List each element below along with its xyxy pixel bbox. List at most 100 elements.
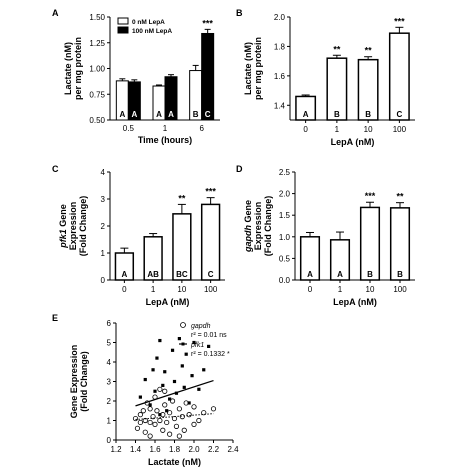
legend-marker-pfk1 <box>181 342 185 346</box>
y-axis-label-a: Lactate (nM) <box>63 42 73 95</box>
data-point-pfk1 <box>163 370 167 374</box>
y-tick-label: 1.4 <box>274 101 286 110</box>
legend-entry: 100 nM LepA <box>132 28 172 35</box>
significance-stars: *** <box>202 18 213 28</box>
x-axis-label: LepA (nM) <box>333 297 377 307</box>
x-tick-label: 0 <box>122 285 127 294</box>
legend-stat: r² = 0.1332 * <box>191 351 230 358</box>
data-point-pfk1 <box>161 383 165 387</box>
x-tick-label: 1 <box>151 285 156 294</box>
data-point-pfk1 <box>187 401 191 405</box>
y-tick-label: 0.50 <box>89 116 105 125</box>
data-point-gapdh <box>191 421 197 427</box>
y-axis-label-c: Expression <box>68 202 78 251</box>
data-point-gapdh <box>167 431 173 437</box>
bar <box>388 32 410 121</box>
y-tick-label: 0.0 <box>279 276 291 285</box>
x-tick-label: 2.4 <box>227 445 239 454</box>
data-point-gapdh <box>132 415 139 422</box>
x-tick-label: 1.8 <box>169 445 181 454</box>
bar-letter: AB <box>147 270 159 279</box>
bar-letter: A <box>121 270 127 279</box>
data-point-gapdh <box>164 419 170 426</box>
y-tick-label: 2.5 <box>279 168 291 177</box>
data-point-pfk1 <box>180 364 184 368</box>
y-tick-label: 2 <box>101 222 106 231</box>
data-point-gapdh <box>147 433 153 439</box>
data-point-gapdh <box>186 412 192 418</box>
data-point-gapdh <box>154 408 160 414</box>
data-point-pfk1 <box>207 344 211 348</box>
data-point-gapdh <box>160 427 166 433</box>
y-tick-label: 1.00 <box>89 65 105 74</box>
y-tick-label: 1 <box>107 417 112 426</box>
bar-letter: A <box>337 270 343 279</box>
bar-letter: A <box>119 110 125 119</box>
x-tick-label: 10 <box>364 125 373 134</box>
x-tick-label: 100 <box>204 285 218 294</box>
y-tick-label: 1.25 <box>89 39 105 48</box>
y-tick-label: 1.6 <box>274 72 286 81</box>
y-tick-label: 4 <box>107 358 112 367</box>
data-point-pfk1 <box>165 409 169 413</box>
data-point-pfk1 <box>158 338 162 343</box>
data-point-gapdh <box>147 419 153 426</box>
x-tick-label: 2.2 <box>208 445 220 454</box>
y-axis-label-a: per mg protein <box>73 37 83 100</box>
y-tick-label: 2.0 <box>279 190 291 199</box>
data-point-gapdh <box>137 419 143 426</box>
x-tick-label: 10 <box>366 285 375 294</box>
y-tick-label: 2 <box>107 397 112 406</box>
panel-label: E <box>52 313 58 323</box>
data-point-pfk1 <box>184 352 188 356</box>
x-tick-label: 10 <box>177 285 186 294</box>
panel-label: D <box>236 164 243 174</box>
data-point-gapdh <box>169 398 176 404</box>
y-tick-label: 1 <box>101 249 106 258</box>
data-point-pfk1 <box>192 340 196 345</box>
bar <box>201 32 215 121</box>
data-point-pfk1 <box>151 368 155 372</box>
data-point-gapdh <box>140 408 146 414</box>
data-point-pfk1 <box>138 395 142 399</box>
x-axis-label: LepA (nM) <box>331 137 375 147</box>
data-point-gapdh <box>152 421 158 427</box>
bar-letter: B <box>193 110 199 119</box>
legend-stat: r² = 0.01 ns <box>191 332 227 339</box>
data-point-gapdh <box>157 417 163 424</box>
significance-stars: ** <box>365 46 373 56</box>
significance-stars: ** <box>178 193 186 203</box>
bar-letter: C <box>396 110 402 119</box>
bar-letter: C <box>208 270 214 279</box>
x-tick-label: 1.6 <box>149 445 161 454</box>
bar-letter: A <box>131 110 137 119</box>
data-point-gapdh <box>147 406 153 412</box>
significance-stars: *** <box>394 16 405 26</box>
panel-label: A <box>52 8 59 18</box>
y-tick-label: 1.0 <box>279 233 291 242</box>
bar-letter: C <box>205 110 211 119</box>
data-point-pfk1 <box>174 391 179 395</box>
bar-letter: BC <box>176 270 188 279</box>
data-point-gapdh <box>173 423 180 429</box>
bar <box>200 203 221 281</box>
x-tick-label: 1 <box>163 124 168 133</box>
legend-entry: pfk1 <box>190 342 204 349</box>
panel-label: B <box>236 8 243 18</box>
panel-label: C <box>52 164 59 174</box>
data-point-gapdh <box>196 417 202 424</box>
y-axis-label-c: (Fold Change) <box>78 196 88 257</box>
x-axis-label: Time (hours) <box>138 135 192 145</box>
legend-marker-gapdh <box>180 322 186 328</box>
bar-letter: A <box>307 270 313 279</box>
y-tick-label: 0 <box>101 276 106 285</box>
data-point-gapdh <box>210 406 217 412</box>
x-axis-label: Lactate (nM) <box>148 457 201 467</box>
y-tick-label: 1.5 <box>279 211 291 220</box>
fit-line-pfk1 <box>135 379 214 407</box>
y-tick-label: 0.5 <box>279 254 291 263</box>
data-point-gapdh <box>176 406 182 412</box>
legend-entry: 0 nM LepA <box>132 19 165 26</box>
data-point-pfk1 <box>172 379 177 384</box>
legend-swatch <box>117 26 129 34</box>
